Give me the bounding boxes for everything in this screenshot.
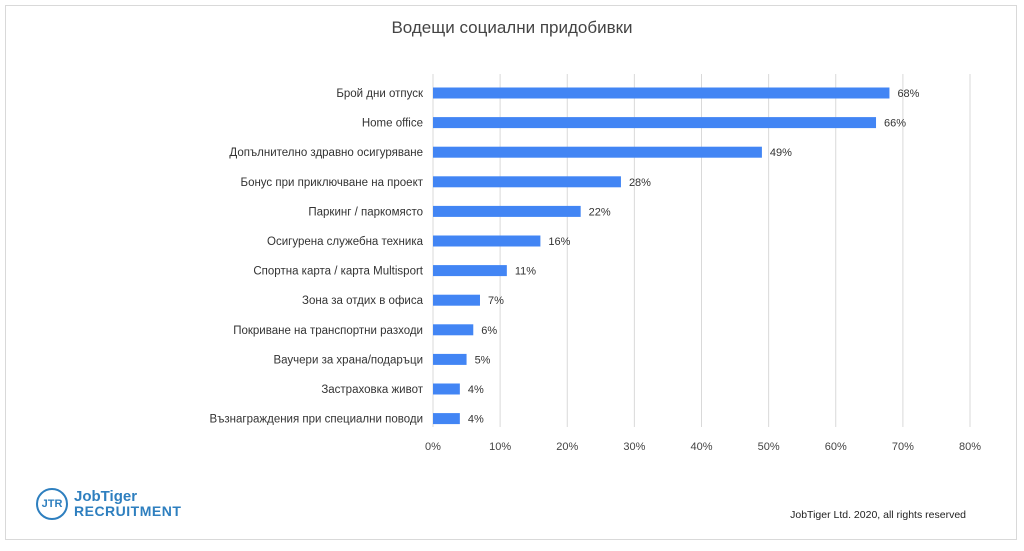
- bar: [433, 383, 460, 395]
- category-label: Бонус при приключване на проект: [241, 177, 424, 189]
- logo-brand-name: JobTiger: [74, 488, 138, 505]
- bar: [433, 324, 474, 336]
- category-label: Ваучери за храна/подаръци: [273, 354, 423, 366]
- bar: [433, 353, 467, 365]
- data-label: 66%: [884, 118, 906, 130]
- data-label: 16%: [548, 236, 570, 248]
- category-label: Покриване на транспортни разходи: [233, 325, 423, 337]
- bar: [433, 265, 507, 277]
- copyright-text: JobTiger Ltd. 2020, all rights reserved: [790, 509, 966, 521]
- data-label: 68%: [897, 88, 919, 100]
- category-label: Възнаграждения при специални поводи: [210, 414, 423, 426]
- jtr-logo-mark: JTR: [36, 488, 68, 520]
- bar: [433, 235, 541, 247]
- category-label: Брой дни отпуск: [336, 88, 424, 100]
- x-tick-label: 50%: [758, 441, 780, 453]
- bar: [433, 176, 621, 188]
- x-tick-label: 80%: [959, 441, 981, 453]
- category-label: Паркинг / паркомясто: [308, 206, 423, 218]
- data-label: 28%: [629, 177, 651, 189]
- category-label: Home office: [362, 118, 423, 130]
- category-label: Зона за отдих в офиса: [302, 295, 424, 307]
- bar: [433, 205, 581, 217]
- data-label: 4%: [468, 384, 484, 396]
- x-tick-label: 30%: [623, 441, 645, 453]
- category-label: Спортна карта / карта Multisport: [253, 266, 423, 278]
- data-label: 22%: [589, 206, 611, 218]
- logo-brand-subtitle: RECRUITMENT: [74, 503, 182, 519]
- data-label: 7%: [488, 295, 504, 307]
- data-label: 6%: [481, 325, 497, 337]
- category-label: Допълнително здравно осигуряване: [229, 147, 423, 159]
- category-label: Застраховка живот: [321, 384, 423, 396]
- data-label: 49%: [770, 147, 792, 159]
- x-tick-label: 60%: [825, 441, 847, 453]
- bar: [433, 87, 890, 99]
- logo-text: JobTiger RECRUITMENT: [74, 488, 182, 519]
- data-label: 11%: [515, 266, 536, 278]
- x-tick-label: 20%: [556, 441, 578, 453]
- bar: [433, 146, 762, 158]
- data-label: 5%: [475, 354, 491, 366]
- jobtiger-logo: JTR JobTiger RECRUITMENT: [36, 488, 181, 520]
- bar: [433, 294, 480, 306]
- chart-title: Водещи социални придобивки: [391, 18, 633, 37]
- category-label: Осигурена служебна техника: [267, 236, 424, 248]
- x-tick-label: 40%: [690, 441, 712, 453]
- bar: [433, 413, 460, 425]
- x-tick-label: 0%: [425, 441, 441, 453]
- bar: [433, 117, 877, 129]
- data-label: 4%: [468, 414, 484, 426]
- x-tick-label: 70%: [892, 441, 914, 453]
- x-tick-label: 10%: [489, 441, 511, 453]
